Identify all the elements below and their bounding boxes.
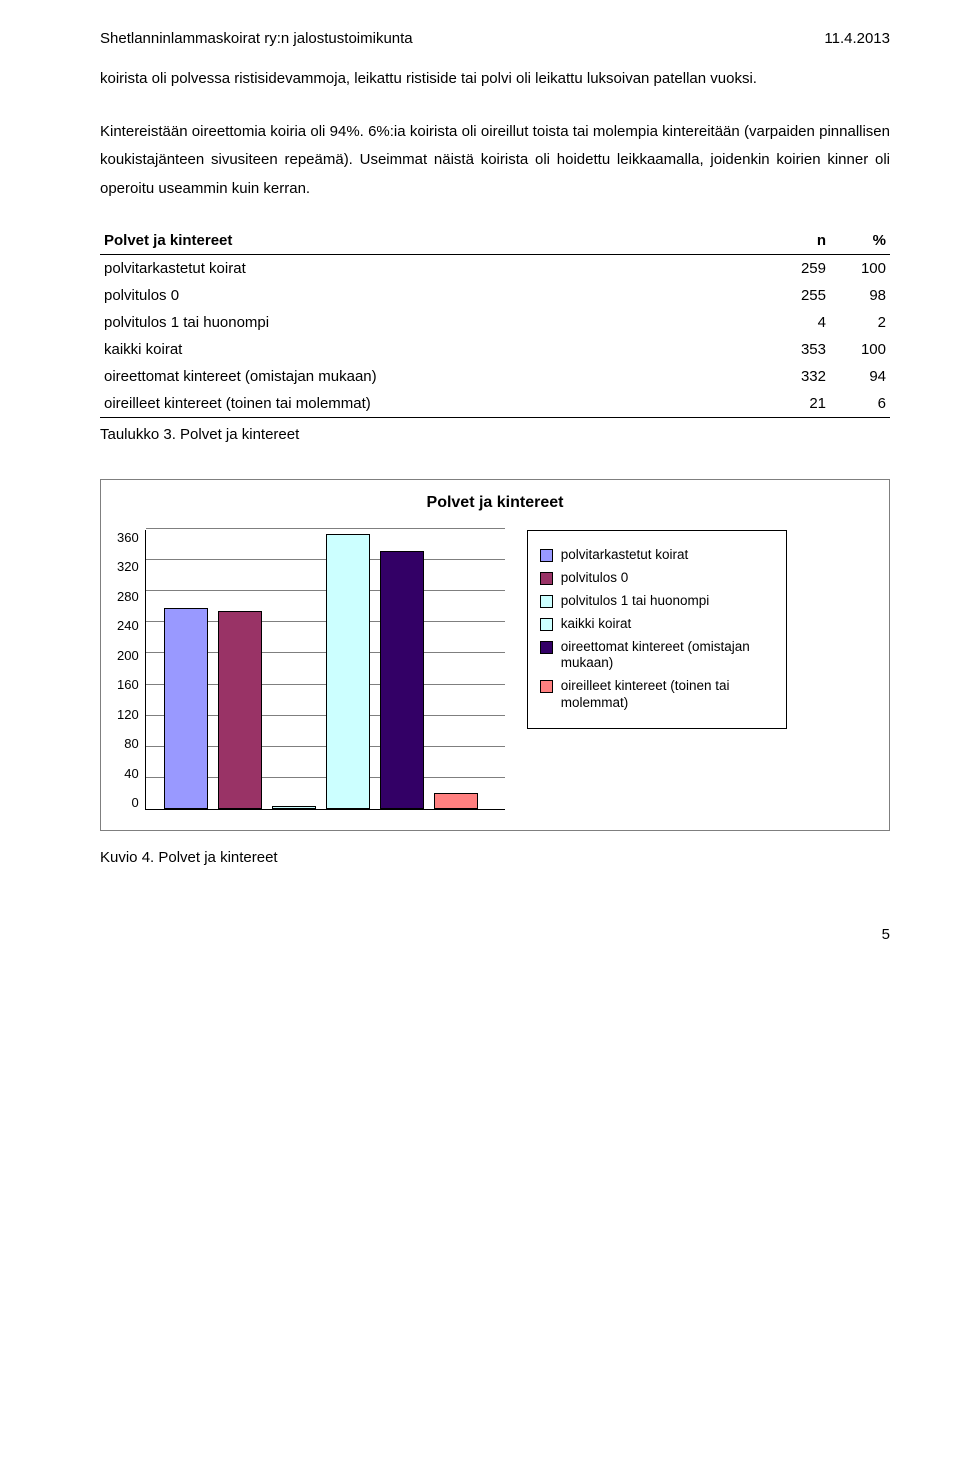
- chart-bar: [380, 551, 424, 809]
- chart-bar: [326, 534, 370, 809]
- table-header-row: Polvet ja kintereet n %: [100, 227, 890, 255]
- legend-item: polvitulos 1 tai huonompi: [540, 593, 774, 610]
- data-table: Polvet ja kintereet n % polvitarkastetut…: [100, 227, 890, 418]
- cell-label: polvitarkastetut koirat: [100, 255, 770, 283]
- legend-item: polvitulos 0: [540, 570, 774, 587]
- cell-pct: 6: [830, 390, 890, 418]
- legend-swatch: [540, 572, 553, 585]
- legend-item: polvitarkastetut koirat: [540, 547, 774, 564]
- cell-label: oireettomat kintereet (omistajan mukaan): [100, 363, 770, 390]
- legend-swatch: [540, 641, 553, 654]
- y-tick-label: 200: [117, 648, 139, 663]
- chart-bar: [164, 608, 208, 809]
- cell-pct: 100: [830, 336, 890, 363]
- chart-caption: Kuvio 4. Polvet ja kintereet: [100, 849, 890, 866]
- table-caption: Taulukko 3. Polvet ja kintereet: [100, 426, 890, 443]
- chart-container: Polvet ja kintereet 360 320 280 240 200 160 12…: [100, 479, 890, 831]
- y-tick-label: 280: [117, 589, 139, 604]
- legend-label: polvitulos 1 tai huonompi: [561, 593, 710, 610]
- header-right: 11.4.2013: [824, 30, 890, 47]
- cell-n: 332: [770, 363, 830, 390]
- page-number: 5: [100, 926, 890, 943]
- cell-n: 4: [770, 309, 830, 336]
- header-left: Shetlanninlammaskoirat ry:n jalostustoim…: [100, 30, 413, 47]
- y-tick-label: 160: [117, 677, 139, 692]
- legend-label: kaikki koirat: [561, 616, 632, 633]
- chart-left: 360 320 280 240 200 160 120 80 40 0: [117, 530, 505, 810]
- legend-swatch: [540, 549, 553, 562]
- chart-legend: polvitarkastetut koirat polvitulos 0 polvi…: [527, 530, 787, 729]
- table-row: kaikki koirat 353 100: [100, 336, 890, 363]
- chart-title: Polvet ja kintereet: [117, 494, 873, 512]
- table-row: oireilleet kintereet (toinen tai molemma…: [100, 390, 890, 418]
- cell-pct: 98: [830, 282, 890, 309]
- y-tick-label: 0: [131, 795, 138, 810]
- chart-bar: [272, 806, 316, 809]
- cell-n: 259: [770, 255, 830, 283]
- y-tick-label: 80: [124, 736, 138, 751]
- legend-swatch: [540, 680, 553, 693]
- page-header: Shetlanninlammaskoirat ry:n jalostustoim…: [100, 30, 890, 47]
- cell-pct: 2: [830, 309, 890, 336]
- table-row: polvitarkastetut koirat 259 100: [100, 255, 890, 283]
- legend-item: oireilleet kintereet (toinen tai molemma…: [540, 678, 774, 712]
- cell-n: 353: [770, 336, 830, 363]
- legend-label: oireilleet kintereet (toinen tai molemma…: [561, 678, 774, 712]
- cell-label: kaikki koirat: [100, 336, 770, 363]
- y-tick-label: 240: [117, 618, 139, 633]
- cell-label: polvitulos 1 tai huonompi: [100, 309, 770, 336]
- cell-n: 255: [770, 282, 830, 309]
- y-axis: 360 320 280 240 200 160 120 80 40 0: [117, 530, 145, 810]
- legend-swatch: [540, 618, 553, 631]
- legend-item: oireettomat kintereet (omistajan mukaan): [540, 639, 774, 673]
- y-tick-label: 40: [124, 766, 138, 781]
- col-n: n: [770, 227, 830, 255]
- y-tick-label: 320: [117, 559, 139, 574]
- chart-row: 360 320 280 240 200 160 120 80 40 0 polvitarkaste…: [117, 530, 873, 810]
- legend-label: polvitarkastetut koirat: [561, 547, 689, 564]
- chart-bar: [218, 611, 262, 809]
- table-row: oireettomat kintereet (omistajan mukaan)…: [100, 363, 890, 390]
- paragraph-1: koirista oli polvessa ristisidevammoja, …: [100, 65, 890, 94]
- legend-label: oireettomat kintereet (omistajan mukaan): [561, 639, 774, 673]
- table-body: polvitarkastetut koirat 259 100 polvitul…: [100, 255, 890, 418]
- legend-item: kaikki koirat: [540, 616, 774, 633]
- cell-pct: 94: [830, 363, 890, 390]
- grid-line: [146, 528, 505, 529]
- cell-label: polvitulos 0: [100, 282, 770, 309]
- col-label: Polvet ja kintereet: [100, 227, 770, 255]
- chart-bar: [434, 793, 478, 809]
- chart-plot: [145, 530, 505, 810]
- cell-label: oireilleet kintereet (toinen tai molemma…: [100, 390, 770, 418]
- y-tick-label: 120: [117, 707, 139, 722]
- paragraph-2: Kintereistään oireettomia koiria oli 94%…: [100, 118, 890, 204]
- y-tick-label: 360: [117, 530, 139, 545]
- col-pct: %: [830, 227, 890, 255]
- data-table-wrap: Polvet ja kintereet n % polvitarkastetut…: [100, 227, 890, 418]
- table-row: polvitulos 0 255 98: [100, 282, 890, 309]
- legend-swatch: [540, 595, 553, 608]
- cell-pct: 100: [830, 255, 890, 283]
- cell-n: 21: [770, 390, 830, 418]
- legend-label: polvitulos 0: [561, 570, 629, 587]
- table-row: polvitulos 1 tai huonompi 4 2: [100, 309, 890, 336]
